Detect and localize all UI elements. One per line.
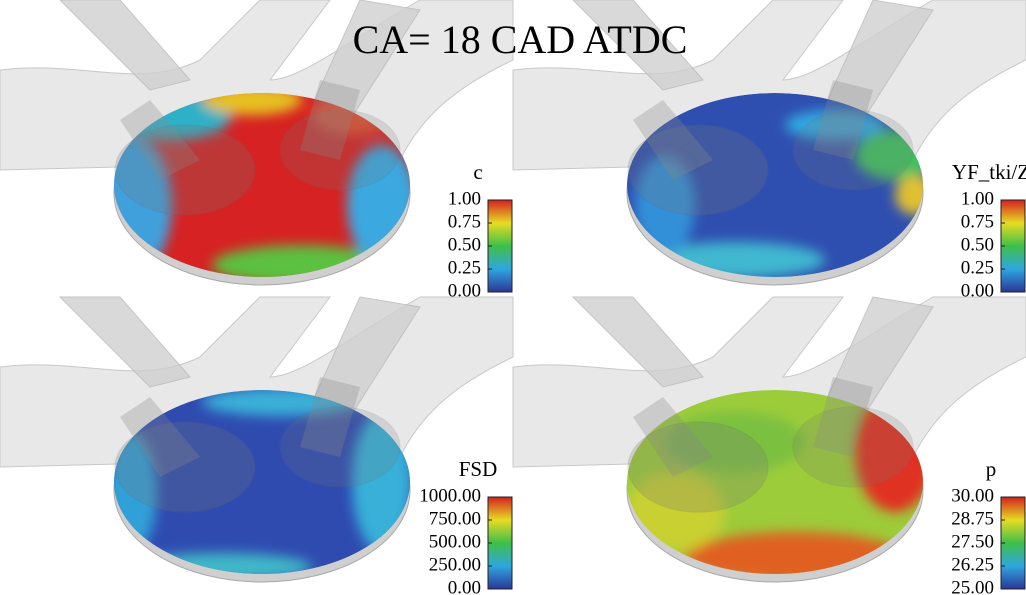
colorbar-tick-label: 750.00 <box>429 508 481 529</box>
port-shape <box>572 0 704 91</box>
colorbar: c 1.000.750.500.250.00 <box>448 160 513 301</box>
colorbar-tick-label: 30.00 <box>951 485 994 506</box>
valve <box>279 406 401 488</box>
colorbar-tick-label: 28.75 <box>951 508 994 529</box>
valve-stem <box>813 377 873 457</box>
colorbar-tick-label: 27.50 <box>951 531 994 552</box>
field-blob <box>114 135 172 275</box>
field-blob <box>665 412 805 472</box>
colorbar-tick-label: 1.00 <box>961 188 994 209</box>
field-base <box>114 390 410 574</box>
valve <box>627 421 769 513</box>
colorbar-tick-label: 0.50 <box>961 234 994 255</box>
colorbar-tick-label: 0.25 <box>448 257 481 278</box>
port-shape <box>571 296 704 388</box>
field-blob <box>785 110 885 140</box>
colorbar-tick-label: 0.75 <box>961 211 994 232</box>
colorbar-tick-label: 1.00 <box>448 188 481 209</box>
colorbar-tick-label: 26.25 <box>951 554 994 575</box>
colorbar-tick-label: 250.00 <box>429 554 481 575</box>
valve <box>792 109 914 191</box>
colorbar-label: p <box>986 457 997 481</box>
colorbar-tick-label: 0.00 <box>448 577 481 595</box>
field-blob <box>635 155 695 255</box>
colorbar-label: FSD <box>459 457 498 481</box>
colorbar-tick-label: 0.50 <box>448 234 481 255</box>
field-blob <box>895 175 923 215</box>
colorbar-label: YF_tki/Z <box>952 160 1026 184</box>
colorbar-tick-label: 25.00 <box>951 577 994 595</box>
colorbar-label: c <box>473 160 482 184</box>
valve-stem <box>300 80 360 160</box>
valve <box>627 124 769 216</box>
field-blob <box>202 93 302 115</box>
port-shape <box>58 296 191 388</box>
colorbar-tick-label: 0.25 <box>961 257 994 278</box>
colorbar-tick-label: 0.75 <box>448 211 481 232</box>
valve-stem <box>633 397 713 477</box>
colorbar: YF_tki/Z 1.000.750.500.250.00 <box>952 160 1026 302</box>
figure-title: CA= 18 CAD ATDC <box>353 17 688 62</box>
valve-stem <box>813 80 873 160</box>
valve-stem <box>633 100 713 180</box>
colorbar-tick-label: 0.00 <box>448 280 481 301</box>
valve-stem <box>120 100 200 180</box>
valves <box>627 377 914 513</box>
port-shape <box>59 0 191 91</box>
field-blobs <box>627 392 923 574</box>
field-blob <box>352 412 410 552</box>
valve <box>114 421 256 513</box>
field <box>627 390 923 574</box>
valves <box>114 377 401 513</box>
valve <box>279 109 401 191</box>
valve <box>792 406 914 488</box>
valve <box>114 124 256 216</box>
colorbar-tick-label: 0.00 <box>961 280 994 301</box>
valve-stem <box>300 377 360 457</box>
colorbar-scale <box>1000 496 1026 590</box>
valves <box>114 80 401 216</box>
valve-stem <box>120 397 200 477</box>
colorbar-tick-label: 1000.00 <box>419 485 481 506</box>
valves <box>627 80 914 216</box>
colorbar-tick-label: 500.00 <box>429 531 481 552</box>
